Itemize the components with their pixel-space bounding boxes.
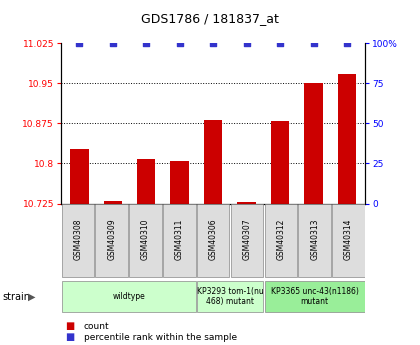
Point [310,40,317,46]
Text: GSM40313: GSM40313 [310,218,319,260]
Text: ■: ■ [65,333,74,342]
Text: GSM40312: GSM40312 [276,218,285,260]
Bar [197,204,229,277]
Text: GSM40314: GSM40314 [344,218,353,260]
Point [76,40,83,46]
Text: wildtype: wildtype [112,292,145,301]
Text: GSM40309: GSM40309 [107,218,116,260]
Bar [231,204,263,277]
Bar [62,204,94,277]
Bar [95,204,128,277]
Point [176,40,183,46]
Text: percentile rank within the sample: percentile rank within the sample [84,333,237,342]
Text: KP3365 unc-43(n1186)
mutant: KP3365 unc-43(n1186) mutant [271,287,359,306]
Bar [271,121,289,204]
Text: ■: ■ [65,321,74,331]
Text: KP3293 tom-1(nu
468) mutant: KP3293 tom-1(nu 468) mutant [197,287,263,306]
Bar [197,281,263,312]
Bar [298,204,331,277]
Text: GSM40306: GSM40306 [209,218,218,260]
Bar [129,204,162,277]
Text: GSM40310: GSM40310 [141,218,150,260]
Bar [304,83,323,204]
Bar [265,204,297,277]
Text: count: count [84,322,110,331]
Text: strain: strain [2,292,30,302]
Bar [70,149,89,204]
Bar [104,201,122,204]
Bar [338,73,356,204]
Point [143,40,150,46]
Text: GDS1786 / 181837_at: GDS1786 / 181837_at [141,12,279,25]
Bar [171,161,189,204]
Bar [265,281,365,312]
Text: GSM40307: GSM40307 [242,218,252,260]
Point [243,40,250,46]
Point [109,40,116,46]
Point [344,40,350,46]
Bar [237,203,256,204]
Bar [204,120,222,204]
Text: GSM40308: GSM40308 [74,218,82,260]
Bar [332,204,365,277]
Point [277,40,284,46]
Bar [163,204,196,277]
Point [210,40,217,46]
Bar [137,159,155,204]
Bar [62,281,196,312]
Text: ▶: ▶ [28,292,35,302]
Text: GSM40311: GSM40311 [175,218,184,260]
